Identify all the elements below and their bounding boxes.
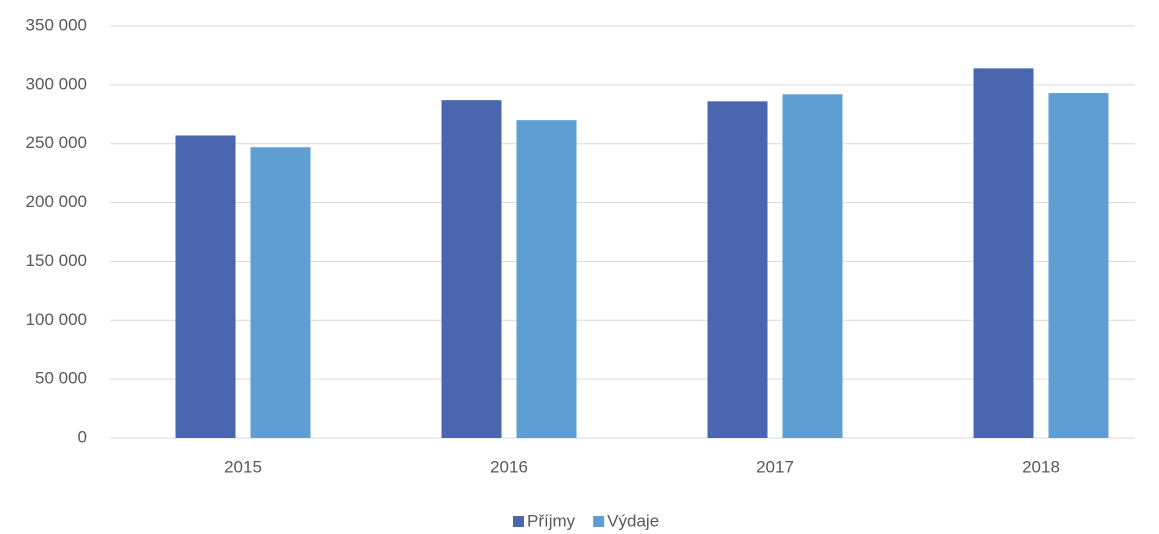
legend-swatch — [593, 516, 605, 527]
x-tick-label: 2015 — [224, 457, 262, 476]
x-tick-label: 2018 — [1022, 457, 1060, 476]
bar — [441, 100, 502, 438]
y-tick-label: 350 000 — [26, 15, 87, 34]
y-tick-label: 200 000 — [26, 192, 87, 211]
legend-label: Příjmy — [527, 511, 576, 530]
legend-swatch — [513, 516, 524, 527]
y-tick-label: 0 — [78, 427, 87, 446]
y-tick-label: 50 000 — [35, 369, 87, 388]
bar — [1048, 93, 1109, 439]
bar — [782, 94, 843, 438]
bar — [250, 147, 311, 438]
y-tick-label: 100 000 — [26, 310, 87, 329]
bar — [516, 120, 577, 439]
bar — [175, 135, 236, 438]
bar — [973, 68, 1034, 439]
legend-label: Výdaje — [607, 511, 659, 530]
x-tick-label: 2017 — [756, 457, 794, 476]
bar — [707, 101, 768, 438]
x-tick-label: 2016 — [490, 457, 528, 476]
y-tick-label: 300 000 — [26, 74, 87, 93]
y-tick-label: 250 000 — [26, 133, 87, 152]
y-tick-label: 150 000 — [26, 251, 87, 270]
